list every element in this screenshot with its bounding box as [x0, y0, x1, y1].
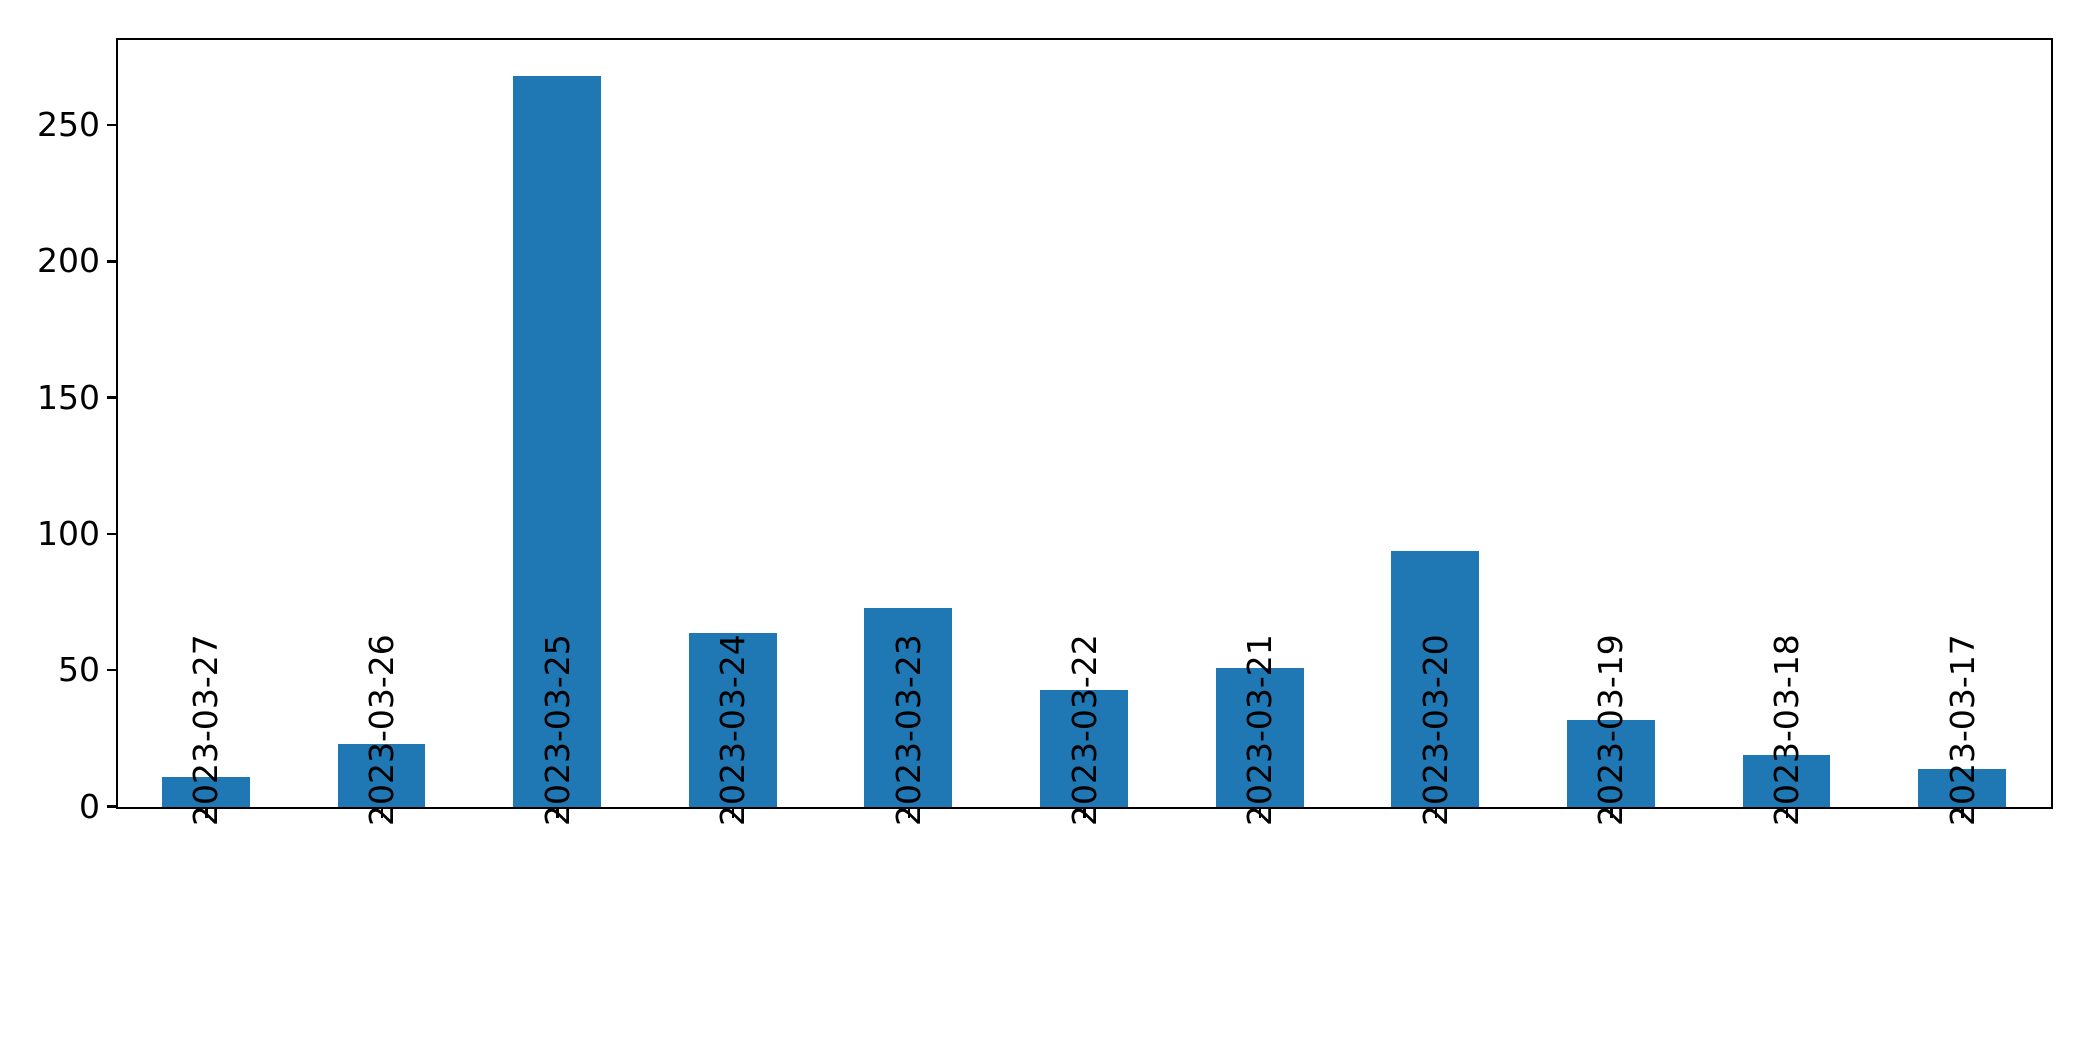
x-tick-mark [380, 809, 384, 818]
bar-2023-03-20 [1391, 550, 1480, 807]
x-tick-mark [556, 809, 559, 818]
x-tick-mark [1610, 809, 1613, 818]
bar-2023-03-21 [1215, 667, 1304, 807]
bar-2023-03-26 [337, 744, 426, 807]
y-tick-label: 250 [37, 105, 100, 144]
y-tick-mark [107, 668, 116, 672]
bar-2023-03-27 [161, 777, 250, 807]
x-tick-mark [1434, 809, 1438, 818]
x-tick-mark [1083, 809, 1086, 818]
y-tick-mark [107, 123, 116, 127]
y-tick-mark [107, 532, 116, 536]
bar-2023-03-23 [864, 608, 953, 807]
bar-2023-03-17 [1918, 768, 2007, 807]
y-tick-label: 0 [79, 786, 100, 826]
bar-2023-03-19 [1567, 719, 1655, 807]
plot-area [116, 38, 2053, 809]
x-tick-mark [1785, 809, 1789, 818]
bar-2023-03-24 [688, 632, 777, 807]
bar-2023-03-18 [1742, 755, 1831, 807]
bar-2023-03-25 [513, 76, 601, 807]
y-tick-label: 150 [37, 377, 100, 417]
y-tick-label: 100 [37, 513, 100, 553]
x-tick-mark [1961, 809, 1964, 818]
x-tick-mark [205, 809, 208, 818]
x-tick-mark [731, 809, 735, 818]
y-tick-mark [107, 805, 116, 808]
y-tick-label: 200 [37, 241, 100, 281]
y-tick-label: 50 [58, 650, 100, 690]
bar-2023-03-22 [1040, 689, 1128, 807]
x-tick-mark [907, 809, 911, 818]
y-tick-mark [107, 260, 116, 263]
bars-layer [118, 40, 2051, 807]
x-tick-mark [1258, 809, 1262, 818]
y-tick-mark [107, 396, 116, 399]
